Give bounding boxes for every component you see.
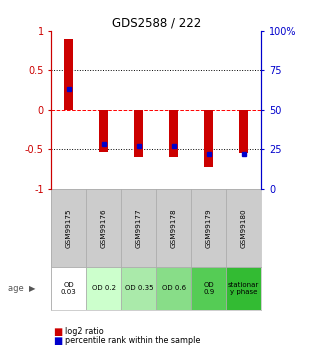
Bar	[121, 267, 156, 309]
Bar	[191, 267, 226, 309]
Text: stationar
y phase: stationar y phase	[228, 282, 259, 295]
Bar	[239, 110, 248, 153]
Text: percentile rank within the sample: percentile rank within the sample	[65, 336, 201, 345]
Text: GSM99180: GSM99180	[241, 208, 247, 248]
Text: GSM99179: GSM99179	[206, 208, 212, 248]
Bar	[226, 267, 261, 309]
Bar	[121, 189, 156, 267]
Text: ■: ■	[53, 336, 62, 345]
Bar	[86, 267, 121, 309]
Bar	[100, 110, 108, 151]
Text: ■: ■	[53, 327, 62, 337]
Bar	[191, 189, 226, 267]
Bar	[51, 189, 86, 267]
Bar	[156, 267, 191, 309]
Bar	[64, 39, 73, 110]
Text: OD
0.9: OD 0.9	[203, 282, 214, 295]
Text: log2 ratio: log2 ratio	[65, 327, 104, 336]
Bar	[204, 110, 213, 167]
Bar	[169, 110, 178, 157]
Text: GSM99175: GSM99175	[66, 208, 72, 248]
Bar	[51, 267, 86, 309]
Text: age  ▶: age ▶	[8, 284, 35, 293]
Text: OD
0.03: OD 0.03	[61, 282, 77, 295]
Text: OD 0.6: OD 0.6	[162, 285, 186, 292]
Text: GSM99176: GSM99176	[101, 208, 107, 248]
Text: OD 0.35: OD 0.35	[124, 285, 153, 292]
Text: GSM99177: GSM99177	[136, 208, 142, 248]
Title: GDS2588 / 222: GDS2588 / 222	[112, 17, 201, 30]
Text: OD 0.2: OD 0.2	[92, 285, 116, 292]
Bar	[226, 189, 261, 267]
Bar	[86, 189, 121, 267]
Bar	[134, 110, 143, 157]
Bar	[156, 189, 191, 267]
Text: GSM99178: GSM99178	[171, 208, 177, 248]
